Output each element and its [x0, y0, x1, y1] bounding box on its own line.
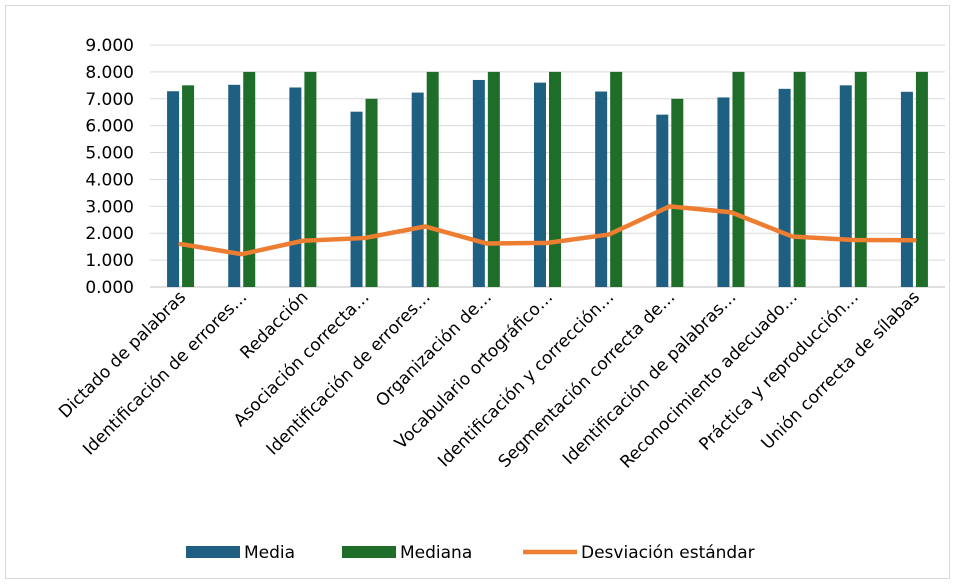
bar-media: [167, 91, 180, 287]
bar-mediana: [915, 71, 928, 287]
y-tick-label: 3.000: [85, 197, 134, 217]
bar-mediana: [304, 71, 317, 287]
y-tick-label: 1.000: [85, 251, 134, 271]
y-tick-label: 6.000: [85, 117, 134, 137]
bar-media: [289, 87, 302, 288]
legend: Media Mediana Desviación estándar: [186, 543, 755, 563]
bar-mediana: [793, 71, 806, 287]
legend-label: Desviación estándar: [581, 543, 755, 563]
legend-label: Media: [244, 543, 295, 563]
y-tick-label: 0.000: [85, 278, 134, 298]
bar-mediana: [426, 71, 439, 287]
bar-media: [656, 114, 669, 288]
bar-media: [839, 85, 852, 287]
bar-mediana: [671, 98, 684, 288]
bar-media: [534, 82, 546, 288]
bar-media: [900, 91, 913, 287]
legend-swatch-mediana: [342, 546, 396, 558]
line-desviacion-estandar: [178, 204, 917, 257]
std-dev-line: [178, 204, 917, 257]
y-tick-label: 9.000: [85, 36, 134, 56]
bar-media: [228, 84, 241, 287]
y-tick-label: 7.000: [85, 90, 134, 110]
bar-mediana: [182, 85, 195, 287]
y-tick-label: 8.000: [85, 63, 134, 83]
bar-mediana: [854, 71, 867, 287]
bar-mediana: [549, 71, 561, 287]
bar-mediana: [610, 71, 623, 287]
bar-mediana: [732, 71, 745, 287]
bar-media: [717, 97, 730, 287]
bar-media: [472, 79, 485, 287]
bar-mediana: [243, 71, 256, 287]
bar-media: [350, 111, 363, 287]
legend-swatch-media: [186, 546, 240, 558]
gridlines: [150, 44, 945, 288]
y-axis-ticks: 0.000 1.000 2.000 3.000 4.000 5.000 6.000 7.000…: [85, 36, 134, 298]
y-tick-label: 4.000: [85, 170, 134, 190]
y-tick-label: 2.000: [85, 224, 134, 244]
bar-mediana: [487, 71, 500, 287]
bar-media: [411, 92, 424, 288]
bar-media: [595, 91, 608, 287]
x-tick-label: Organización de…: [372, 287, 496, 411]
legend-label: Mediana: [400, 543, 472, 563]
bar-mediana: [365, 98, 378, 288]
y-tick-label: 5.000: [85, 144, 134, 164]
bar-media: [778, 88, 791, 287]
